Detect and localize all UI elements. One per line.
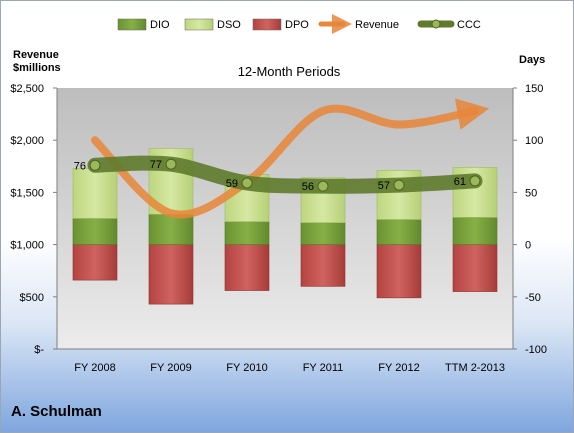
ccc-marker (89, 159, 101, 171)
right-axis-tick-label: 150 (525, 83, 543, 95)
ccc-data-label: 59 (226, 178, 238, 190)
legend: DIO DSO DPO Revenue CCC (117, 14, 481, 34)
ccc-marker (317, 180, 329, 192)
left-axis-tick-label: $1,000 (10, 240, 44, 252)
right-axis-tick-label: 0 (525, 240, 531, 252)
ccc-data-label: 77 (150, 159, 162, 171)
right-axis-tick-label: -50 (525, 292, 541, 304)
ccc-marker (469, 175, 481, 187)
x-axis-tick-label: FY 2011 (303, 362, 344, 374)
chart-title: 12-Month Periods (238, 64, 341, 79)
legend-label-dpo: DPO (285, 19, 309, 31)
bar-dpo (452, 244, 498, 292)
bar-dpo (224, 244, 270, 291)
bar-dpo (376, 244, 422, 299)
ccc-data-label: 76 (74, 160, 86, 172)
bar-dso (72, 168, 118, 219)
legend-label-dio: DIO (150, 19, 170, 31)
left-axis-tick-label: $500 (20, 292, 44, 304)
right-axis-tick-label: 50 (525, 187, 537, 199)
x-axis-tick-label: FY 2010 (226, 362, 267, 374)
bar-dio (72, 218, 118, 245)
x-axis-tick-label: FY 2012 (378, 362, 419, 374)
bar-dio (452, 217, 498, 245)
legend-swatch-dpo (252, 18, 282, 31)
right-axis-tick-label: 100 (525, 135, 543, 147)
legend-label-ccc: CCC (457, 19, 481, 31)
bar-dio (376, 219, 422, 245)
left-axis-label-line2: $millions (13, 62, 61, 74)
axes-group: $- $500 $1,000 $1,500 $2,000 $2,500 -100 -50 0 50… (10, 83, 547, 374)
left-axis-tick-label: $1,500 (10, 187, 44, 199)
legend-swatch-dso (184, 18, 214, 31)
company-name: A. Schulman (11, 403, 102, 420)
x-axis-tick-label: TTM 2-2013 (445, 362, 505, 374)
ccc-line (87, 155, 483, 194)
ccc-marker (165, 158, 177, 170)
left-axis-tick-label: $2,000 (10, 135, 44, 147)
line-group: 76 77 59 56 57 61 (74, 98, 490, 219)
bar-dpo (72, 244, 118, 281)
left-axis-tick-label: $- (34, 344, 44, 356)
x-axis-tick-label: FY 2009 (150, 362, 191, 374)
bar-dio (300, 222, 346, 245)
legend-label-revenue: Revenue (355, 19, 399, 31)
bar-dio (224, 221, 270, 245)
left-axis-tick-label: $2,500 (10, 83, 44, 95)
right-axis-tick-label: -100 (525, 344, 547, 356)
plot-area (57, 88, 513, 349)
ccc-data-label: 57 (378, 180, 390, 192)
x-axis-tick-label: FY 2008 (74, 362, 115, 374)
legend-swatch-dio (117, 18, 147, 31)
bar-dpo (148, 244, 194, 305)
ccc-marker (241, 177, 253, 189)
ccc-marker (393, 179, 405, 191)
left-axis-label-line1: Revenue (13, 49, 59, 61)
legend-label-dso: DSO (217, 19, 241, 31)
legend-swatch-ccc-marker (431, 19, 441, 29)
bar-dpo (300, 244, 346, 287)
ccc-data-label: 56 (302, 181, 314, 193)
bar-dio (148, 214, 194, 245)
ccc-data-label: 61 (454, 176, 466, 188)
right-axis-label: Days (519, 54, 545, 66)
revenue-line (91, 98, 490, 219)
